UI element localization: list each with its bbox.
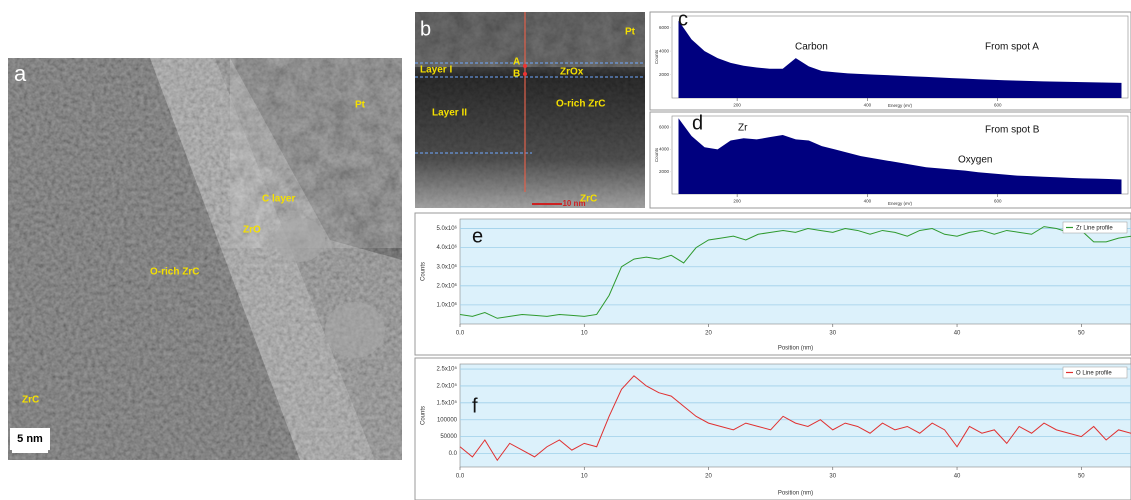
x-tick-label: 50 — [1078, 474, 1085, 480]
x-tick-label: 0.0 — [456, 331, 465, 337]
stem-image-b — [415, 12, 645, 208]
chart-annotation: Oxygen — [958, 155, 992, 166]
x-axis-label: Energy (eV) — [888, 103, 913, 108]
image-annotation: O-rich ZrC — [150, 267, 199, 278]
image-annotation: B — [513, 69, 520, 80]
y-tick-label: 4000 — [659, 147, 670, 152]
x-tick-label: 50 — [1078, 331, 1085, 337]
x-tick-label: 10 — [581, 474, 588, 480]
x-tick-label: 40 — [954, 331, 961, 337]
image-annotation: Pt — [625, 27, 636, 38]
profile-line — [459, 226, 1131, 319]
plot-area — [459, 363, 1131, 468]
legend-box — [1062, 221, 1128, 234]
y-tick-label: 2.5x10⁵ — [436, 366, 457, 373]
x-tick-label: 30 — [829, 331, 836, 337]
x-tick-label: 0.0 — [456, 474, 465, 480]
image-annotation: ZrC — [580, 194, 597, 205]
y-tick-label: 1.0x10⁶ — [437, 301, 458, 308]
x-axis-label: Energy (eV) — [888, 201, 913, 206]
panel-label: d — [692, 112, 703, 134]
legend-label: Zr Line profile — [1076, 226, 1113, 232]
y-axis-label: Counts — [654, 147, 659, 162]
panel-label: a — [14, 61, 27, 86]
x-axis-label: Position (nm) — [778, 346, 813, 352]
chart-annotation: Carbon — [795, 42, 828, 53]
panel-label: e — [472, 225, 483, 247]
x-tick-label: 600 — [994, 103, 1002, 108]
image-annotation: Pt — [355, 100, 366, 111]
panel-label: c — [678, 8, 688, 30]
tem-image-a — [8, 58, 402, 460]
legend-box — [1062, 366, 1128, 379]
y-tick-label: 2000 — [659, 169, 670, 174]
y-tick-label: 5.0x10⁶ — [437, 225, 458, 232]
y-tick-label: 2.0x10⁶ — [437, 282, 458, 289]
image-annotation: Layer I — [420, 65, 452, 76]
x-tick-label: 40 — [954, 474, 961, 480]
chart-annotation: From spot A — [985, 42, 1039, 53]
image-annotation: ZrO — [243, 225, 261, 236]
y-tick-label: 2000 — [659, 72, 670, 77]
y-tick-label: 4.0x10⁶ — [437, 244, 458, 251]
spectrum-area — [678, 20, 1122, 98]
x-tick-label: 600 — [994, 199, 1002, 204]
y-tick-label: 100000 — [437, 417, 458, 423]
x-tick-label: 20 — [705, 331, 712, 337]
y-tick-label: 4000 — [659, 48, 670, 53]
legend-label: O Line profile — [1076, 371, 1112, 377]
x-tick-label: 400 — [864, 103, 872, 108]
y-axis-label: Counts — [654, 49, 659, 64]
y-tick-label: 2.0x10⁵ — [436, 383, 457, 390]
scale-bar-label: 10 nm — [562, 199, 585, 208]
x-tick-label: 20 — [705, 474, 712, 480]
y-tick-label: 6000 — [659, 25, 670, 30]
image-annotation: Layer II — [432, 108, 467, 119]
image-annotation: O-rich ZrC — [556, 99, 605, 110]
y-axis-label: Counts — [421, 406, 427, 425]
image-annotation: A — [513, 57, 520, 68]
y-tick-label: 50000 — [440, 434, 457, 440]
y-tick-label: 6000 — [659, 124, 670, 129]
profile-line — [459, 375, 1131, 462]
x-tick-label: 10 — [581, 331, 588, 337]
x-tick-label: 400 — [864, 199, 872, 204]
y-tick-label: 3.0x10⁶ — [437, 263, 458, 270]
x-tick-label: 200 — [733, 103, 741, 108]
y-tick-label: 0.0 — [449, 451, 458, 457]
plot-area — [459, 218, 1131, 325]
y-tick-label: 1.5x10⁵ — [436, 399, 457, 406]
x-axis-label: Position (nm) — [778, 491, 813, 497]
chart-annotation: Zr — [738, 123, 748, 134]
x-tick-label: 30 — [829, 474, 836, 480]
x-tick-label: 200 — [733, 199, 741, 204]
chart-annotation: From spot B — [985, 125, 1040, 136]
panel-label: b — [420, 18, 431, 40]
y-axis-label: Counts — [421, 262, 427, 281]
image-annotation: C layer — [262, 194, 295, 205]
image-annotation: ZrOx — [560, 67, 584, 78]
panel-label: f — [472, 395, 478, 417]
scale-bar-label: 5 nm — [17, 433, 43, 445]
image-annotation: ZrC — [22, 395, 39, 406]
spectrum-area — [678, 118, 1122, 194]
